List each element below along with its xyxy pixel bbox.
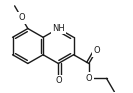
Text: O: O: [18, 13, 25, 23]
Text: O: O: [86, 74, 92, 83]
Text: NH: NH: [52, 24, 65, 33]
Text: O: O: [93, 46, 100, 55]
Text: O: O: [55, 76, 62, 85]
